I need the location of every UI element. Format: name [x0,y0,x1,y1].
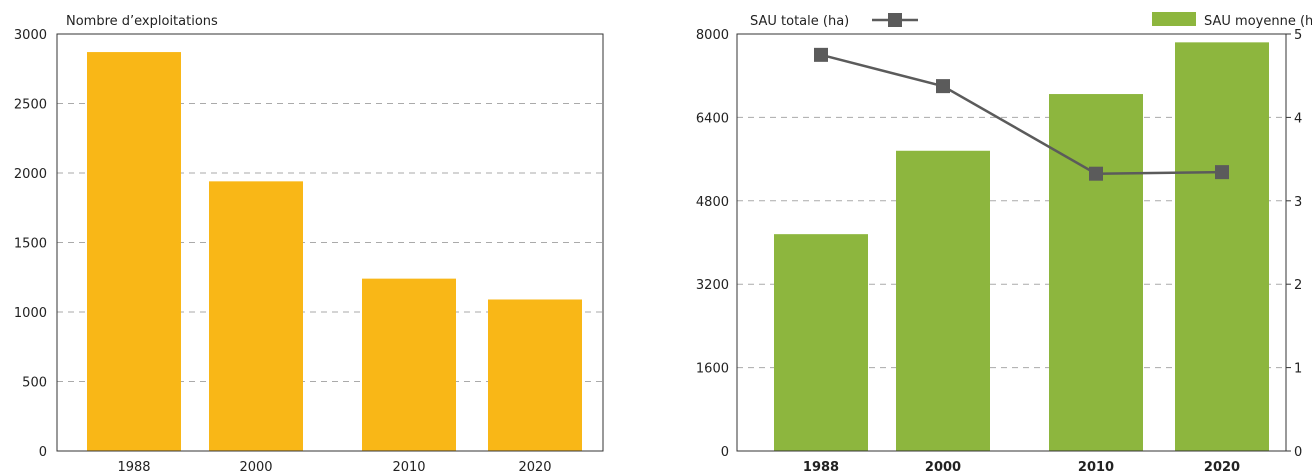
right-left-y-tick-3200: 3200 [696,278,729,293]
right-right-y-tick-1: 1 [1294,362,1302,377]
right-right-y-tick-5: 5 [1294,28,1302,43]
right-line-series [814,47,1229,181]
right-line-point-1988 [814,47,828,62]
left-x-tick-2020: 2020 [518,460,551,475]
right-bar-2010 [1049,94,1143,451]
right-x-tick-2020: 2020 [1204,460,1240,475]
right-x-tick-1988: 1988 [803,460,839,475]
right-left-y-ticks: 0 1600 3200 4800 6400 8000 [696,28,729,460]
left-chart: Nombre d’exploitations 0 500 1000 1500 2000 2… [14,14,604,475]
left-bar-1988 [87,52,181,451]
right-left-y-tick-0: 0 [721,445,729,460]
left-y-tick-3000: 3000 [14,28,47,43]
left-x-tick-2010: 2010 [392,460,425,475]
legend-sau-moyenne-label: SAU moyenne (ha) [1204,14,1312,29]
right-left-y-tick-4800: 4800 [696,195,729,210]
right-chart: 0 1600 3200 4800 6400 8000 0 1 2 3 4 5 1988 2000 201… [696,12,1312,475]
left-bar-2010 [362,278,456,451]
right-line-point-2020 [1215,165,1229,180]
right-right-y-tick-3: 3 [1294,195,1302,210]
right-bars [774,42,1269,452]
right-x-ticks: 1988 2000 2010 2020 [803,460,1240,475]
left-bar-2000 [209,181,303,451]
left-bar-2020 [488,299,582,451]
left-plot-frame [56,33,604,452]
left-y-tick-1500: 1500 [14,237,47,252]
legend-sau-totale-marker [888,13,902,27]
right-left-y-tick-6400: 6400 [696,111,729,126]
right-line-point-2000 [936,79,950,94]
right-right-y-tick-2: 2 [1294,278,1302,293]
legend-sau-moyenne: SAU moyenne (ha) [1152,12,1312,29]
right-plot-frame [736,33,1287,452]
legend-sau-totale: SAU totale (ha) [750,13,918,29]
left-y-tick-1000: 1000 [14,306,47,321]
left-x-tick-2000: 2000 [239,460,272,475]
left-y-tick-2000: 2000 [14,167,47,182]
legend-sau-totale-label: SAU totale (ha) [750,14,849,29]
left-y-axis-title: Nombre d’exploitations [66,14,218,29]
right-bar-1988 [774,234,868,451]
right-left-y-tick-1600: 1600 [696,362,729,377]
right-x-tick-2010: 2010 [1078,460,1114,475]
legend-sau-moyenne-swatch [1152,12,1196,26]
right-left-y-tick-8000: 8000 [696,28,729,43]
right-right-y-tick-0: 0 [1294,445,1302,460]
right-line-point-2010 [1089,166,1103,181]
left-y-ticks: 0 500 1000 1500 2000 2500 3000 [14,28,47,460]
left-y-tick-500: 500 [22,376,47,391]
left-bars [87,52,582,451]
right-bar-2020 [1175,42,1269,452]
right-right-y-ticks: 0 1 2 3 4 5 [1286,28,1302,460]
left-y-tick-2500: 2500 [14,98,47,113]
right-bar-2000 [896,150,990,451]
right-line-path [820,53,1223,175]
left-x-tick-1988: 1988 [117,460,150,475]
left-x-ticks: 1988 2000 2010 2020 [117,460,551,475]
right-x-tick-2000: 2000 [925,460,961,475]
right-right-y-tick-4: 4 [1294,111,1302,126]
left-y-tick-0: 0 [39,445,47,460]
